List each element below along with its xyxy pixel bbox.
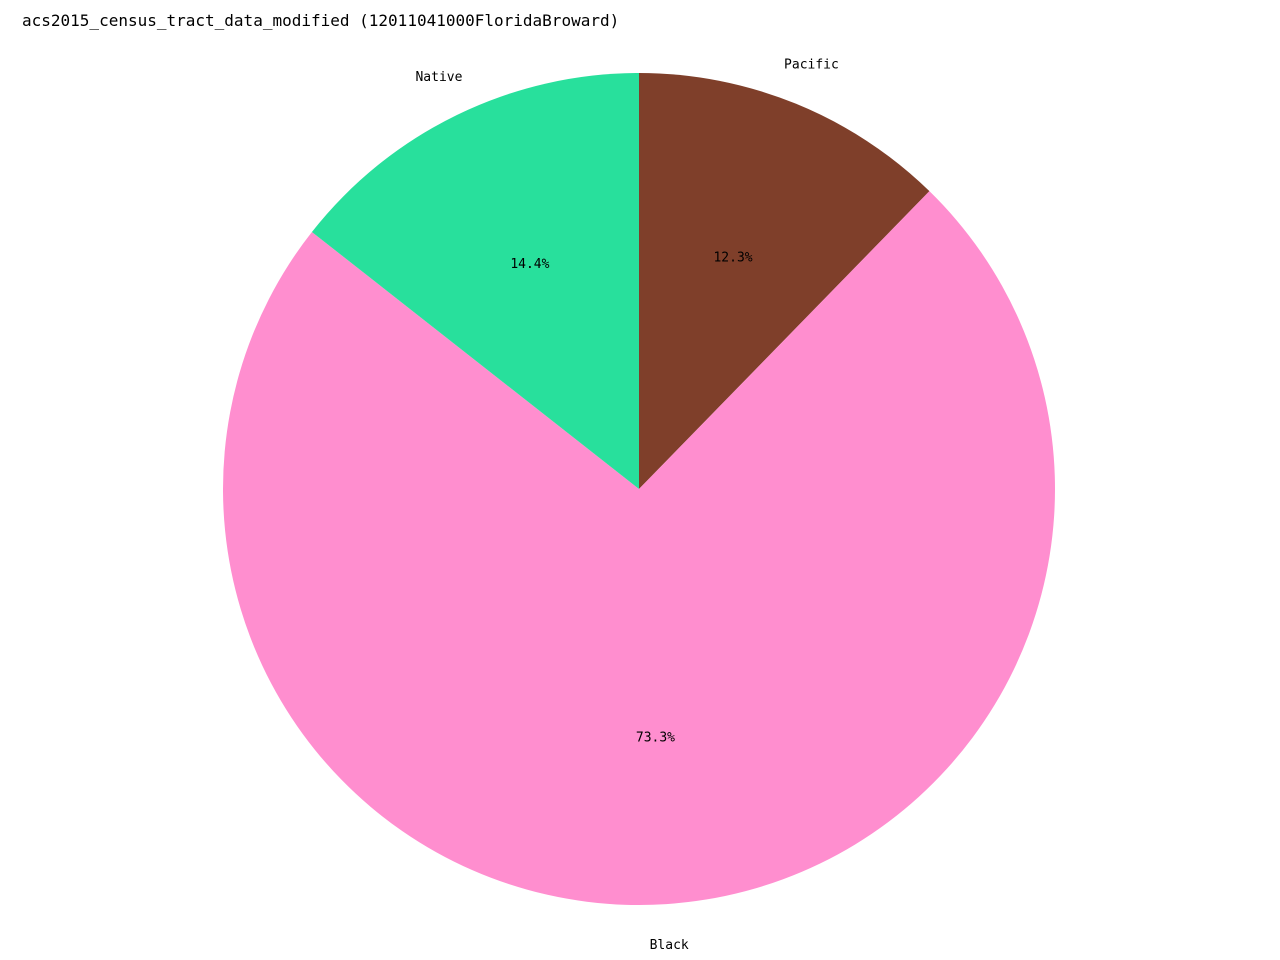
pie-slices [223, 73, 1056, 906]
slice-label-pacific: Pacific [784, 58, 839, 73]
chart-title: acs2015_census_tract_data_modified (1201… [22, 11, 620, 30]
pie-slice-pacific [639, 73, 930, 489]
slice-label-black: Black [650, 938, 689, 953]
slice-percent-native: 14.4% [510, 257, 549, 272]
pie-slice-black [223, 191, 1056, 906]
slice-label-native: Native [415, 70, 462, 85]
pie-slice-native [311, 73, 639, 489]
slice-percent-black: 73.3% [636, 731, 675, 746]
pie-labels: Pacific 12.3% Black 73.3% Native 14.4% [415, 58, 838, 953]
slice-percent-pacific: 12.3% [713, 250, 752, 265]
